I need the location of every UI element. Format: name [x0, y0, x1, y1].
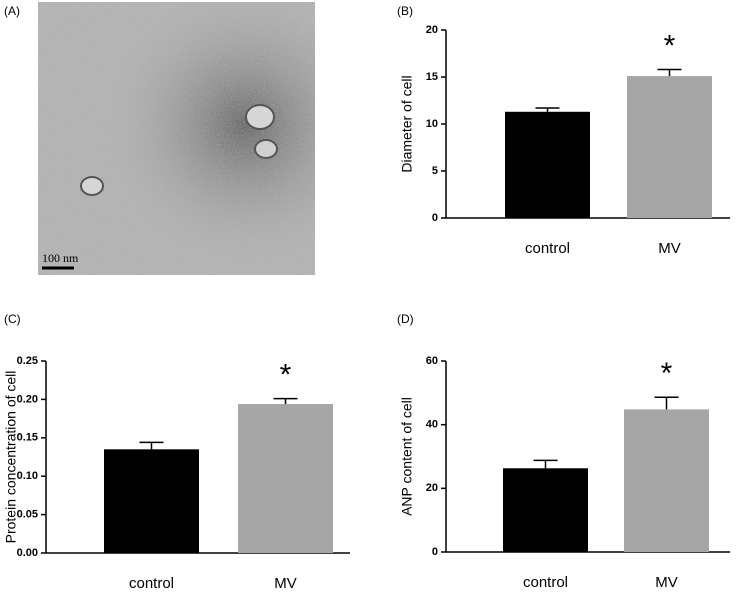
panel-label: (D) — [397, 312, 414, 326]
x-tick-label: MV — [274, 575, 297, 592]
y-tick-label: 0.25 — [17, 355, 38, 367]
y-tick-label: 0 — [432, 546, 438, 558]
panel-label: (B) — [397, 4, 413, 18]
bar — [503, 468, 588, 552]
x-tick-label: control — [129, 575, 174, 592]
panel-label: (A) — [4, 4, 20, 18]
y-tick-label: 5 — [432, 165, 438, 177]
bar — [624, 409, 709, 552]
scale-bar-label: 100 nm — [42, 251, 79, 265]
bar — [104, 449, 199, 553]
y-tick-label: 20 — [426, 24, 438, 36]
y-axis-title: ANP content of cell — [399, 397, 415, 516]
x-tick-label: MV — [655, 574, 678, 591]
micrograph — [38, 2, 315, 275]
y-tick-label: 40 — [426, 419, 438, 431]
y-tick-label: 0.20 — [17, 393, 38, 405]
x-tick-label: MV — [658, 240, 681, 257]
y-tick-label: 15 — [426, 71, 438, 83]
y-tick-label: 0.15 — [17, 432, 38, 444]
y-tick-label: 0.00 — [17, 547, 38, 559]
significance-mark: * — [661, 357, 673, 390]
x-tick-label: control — [525, 240, 570, 257]
x-tick-label: control — [523, 574, 568, 591]
y-tick-label: 0 — [432, 212, 438, 224]
bar — [238, 404, 333, 553]
y-tick-label: 60 — [426, 355, 438, 367]
significance-mark: * — [664, 29, 676, 62]
panel-label: (C) — [4, 312, 21, 326]
significance-mark: * — [280, 359, 292, 392]
y-tick-label: 10 — [426, 118, 438, 130]
bar — [627, 76, 712, 218]
y-axis-title: Protein concentration of cell — [3, 371, 19, 544]
y-tick-label: 20 — [426, 482, 438, 494]
y-tick-label: 0.10 — [17, 470, 38, 482]
y-axis-title: Diameter of cell — [399, 75, 415, 172]
y-tick-label: 0.05 — [17, 509, 38, 521]
bar — [505, 111, 590, 218]
